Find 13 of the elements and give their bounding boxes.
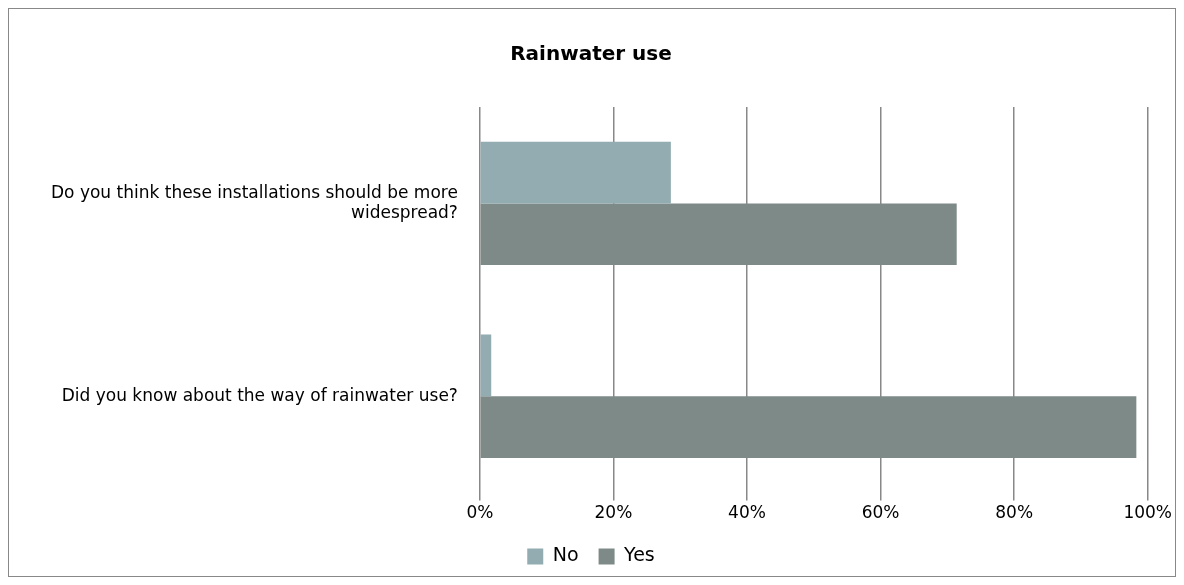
x-tick-label: 100%: [1123, 502, 1172, 523]
y-tick-label: Did you know about the way of rainwater use?: [61, 384, 458, 405]
legend-label: Yes: [623, 543, 655, 566]
legend-label: No: [552, 543, 579, 566]
x-tick-label: 80%: [995, 502, 1034, 523]
bar: [480, 334, 492, 397]
x-tick-label: 40%: [728, 502, 766, 523]
x-tick-label: 0%: [466, 502, 494, 523]
chart-title: Rainwater use: [510, 41, 672, 66]
x-tick-label: 20%: [594, 502, 633, 523]
y-tick-label: Do you think these installations should be more widespread?: [50, 181, 458, 223]
x-tick-label: 60%: [861, 502, 900, 523]
bar: [480, 141, 671, 204]
